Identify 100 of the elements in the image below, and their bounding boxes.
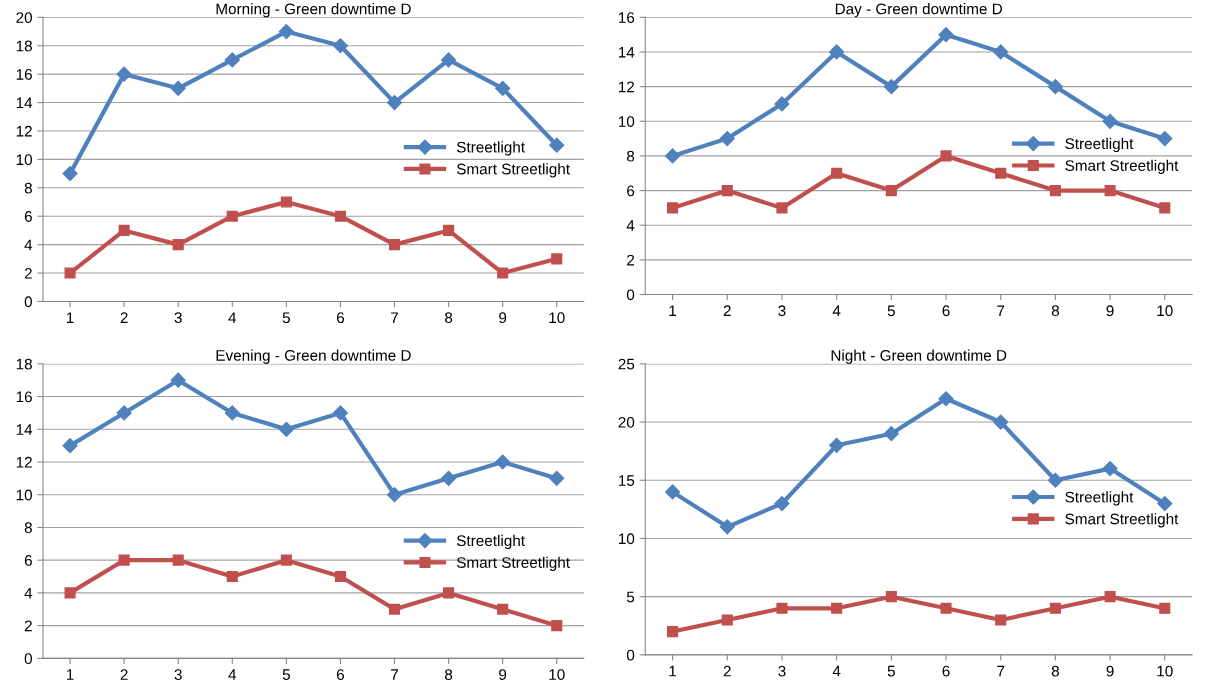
- point: [495, 454, 511, 470]
- y-tick-label: 12: [16, 456, 32, 468]
- x-tick-label: 2: [723, 305, 731, 317]
- y-tick-label: 6: [24, 555, 32, 566]
- x-tick-label: 10: [549, 669, 565, 680]
- point: [549, 137, 565, 153]
- point: [334, 570, 346, 583]
- y-tick-label: 6: [627, 185, 635, 197]
- y-tick-label: 2: [24, 620, 32, 632]
- x-tick-label: 6: [336, 669, 345, 680]
- y-tick-label: 16: [16, 69, 32, 80]
- x-tick-label: 1: [669, 665, 677, 677]
- y-tick-label: 0: [24, 653, 32, 665]
- y-tick-label: 5: [626, 591, 635, 603]
- x-tick-label: 4: [228, 669, 237, 680]
- legend-label: Smart Streetlight: [456, 556, 570, 571]
- x-tick-label: 2: [120, 669, 128, 680]
- x-tick-label: 9: [499, 669, 507, 680]
- x-tick-label: 8: [445, 669, 453, 680]
- point: [667, 202, 679, 214]
- point: [549, 470, 565, 486]
- point: [388, 239, 401, 251]
- point: [64, 267, 76, 279]
- point: [1159, 202, 1171, 214]
- point: [719, 131, 735, 147]
- x-tick-label: 10: [1157, 305, 1173, 317]
- point: [497, 603, 509, 615]
- point: [1104, 591, 1116, 603]
- legend-label: Smart Streetlight: [456, 163, 570, 178]
- point: [719, 519, 735, 535]
- point: [883, 426, 899, 442]
- y-tick-label: 10: [16, 489, 32, 501]
- point: [497, 267, 509, 279]
- point: [280, 554, 292, 566]
- point: [938, 27, 954, 43]
- point: [829, 44, 845, 60]
- x-tick-label: 1: [66, 312, 74, 323]
- y-tick-label: 8: [24, 182, 32, 194]
- y-tick-label: 0: [24, 296, 32, 308]
- point: [829, 437, 845, 453]
- x-tick-label: 5: [887, 665, 895, 677]
- x-tick-label: 3: [778, 305, 786, 317]
- legend-label: Smart Streetlight: [1065, 513, 1179, 528]
- x-tick-label: 4: [832, 665, 841, 677]
- point: [995, 167, 1007, 179]
- x-tick-label: 6: [942, 665, 950, 677]
- y-tick-label: 8: [24, 522, 32, 534]
- point: [883, 79, 899, 95]
- x-tick-label: 10: [549, 312, 565, 324]
- point: [665, 484, 681, 500]
- point: [332, 38, 349, 54]
- point: [386, 487, 403, 503]
- point: [116, 405, 132, 421]
- point: [1047, 79, 1063, 95]
- point: [443, 224, 455, 236]
- y-tick-label: 14: [16, 424, 33, 435]
- point: [443, 587, 455, 599]
- point: [1047, 472, 1063, 488]
- x-tick-label: 3: [778, 665, 786, 677]
- y-tick-label: 4: [626, 220, 635, 231]
- point: [667, 626, 679, 638]
- x-tick-label: 3: [174, 312, 182, 324]
- point: [885, 591, 897, 603]
- legend-label: Streetlight: [1065, 491, 1134, 506]
- y-tick-label: 2: [24, 267, 32, 279]
- y-tick-label: 12: [16, 125, 32, 137]
- x-tick-label: 7: [997, 665, 1005, 677]
- y-tick-label: 4: [24, 239, 33, 251]
- y-tick-label: 0: [626, 289, 635, 301]
- legend-label: Smart Streetlight: [1065, 159, 1179, 174]
- point: [170, 80, 186, 96]
- x-tick-label: 6: [942, 305, 950, 317]
- point: [993, 44, 1009, 60]
- x-tick-label: 2: [120, 312, 128, 323]
- y-tick-label: 18: [16, 358, 32, 370]
- x-tick-label: 3: [174, 669, 182, 680]
- point: [665, 148, 681, 164]
- point: [170, 372, 186, 388]
- y-tick-label: 8: [626, 150, 635, 162]
- point: [774, 96, 790, 112]
- point: [226, 570, 238, 583]
- point: [172, 554, 184, 566]
- chart-title: Evening - Green downtime D: [216, 349, 411, 364]
- x-tick-label: 2: [723, 665, 731, 677]
- point: [774, 495, 790, 512]
- point: [172, 239, 184, 251]
- y-tick-label: 16: [618, 12, 635, 24]
- point: [1157, 131, 1173, 147]
- x-tick-label: 7: [997, 305, 1005, 317]
- point: [386, 94, 403, 111]
- point: [64, 587, 76, 599]
- point: [495, 80, 511, 96]
- x-tick-label: 7: [391, 669, 398, 680]
- chart-title: Night - Green downtime D: [831, 349, 1007, 364]
- x-tick-label: 4: [832, 305, 841, 317]
- y-tick-label: 16: [16, 391, 32, 403]
- point: [226, 210, 238, 222]
- point: [116, 66, 132, 82]
- x-tick-label: 8: [1051, 305, 1059, 317]
- x-tick-label: 6: [336, 312, 345, 324]
